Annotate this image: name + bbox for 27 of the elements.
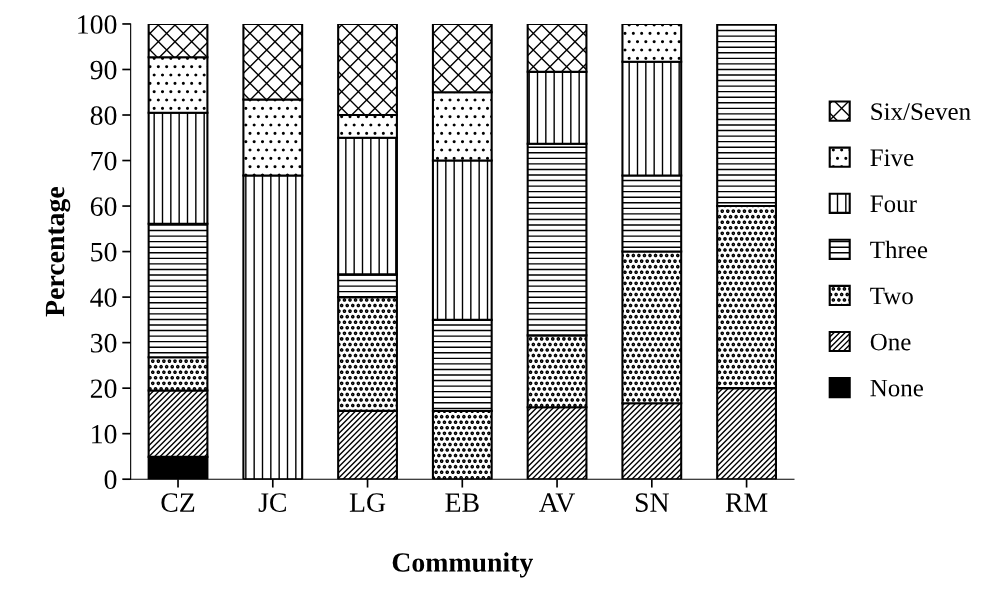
y-tick-label: 50 [91, 242, 117, 262]
legend-label: One [870, 333, 911, 351]
y-tick-label: 30 [91, 333, 117, 353]
x-tick-label: CZ [161, 493, 195, 512]
legend-label: Five [870, 149, 914, 167]
x-tick-label: SN [635, 493, 669, 512]
y-tick-label: 10 [92, 424, 117, 444]
x-tick-label: LG [349, 493, 386, 512]
y-tick-label: 0 [104, 470, 117, 490]
legend-label: Six/Seven [871, 103, 971, 121]
y-tick-label: 100 [78, 15, 117, 34]
y-axis-title: Percentage [45, 187, 71, 317]
x-tick-label: RM [725, 493, 768, 512]
y-tick-label: 70 [91, 151, 117, 171]
x-tick-label: JC [258, 493, 286, 512]
y-tick-label: 20 [90, 379, 117, 399]
x-tick-label: EB [445, 493, 479, 512]
y-tick-label: 80 [90, 106, 117, 125]
y-tick-label: 40 [90, 288, 117, 308]
legend-label: Four [870, 195, 917, 213]
legend-label: Two [870, 287, 913, 305]
y-tick-label: 90 [90, 60, 117, 80]
legend-label: Three [870, 240, 928, 259]
y-tick-label: 60 [90, 197, 117, 216]
legend-label: None [870, 379, 923, 397]
x-tick-label: AV [539, 493, 576, 513]
x-axis-title: Community [392, 552, 534, 578]
